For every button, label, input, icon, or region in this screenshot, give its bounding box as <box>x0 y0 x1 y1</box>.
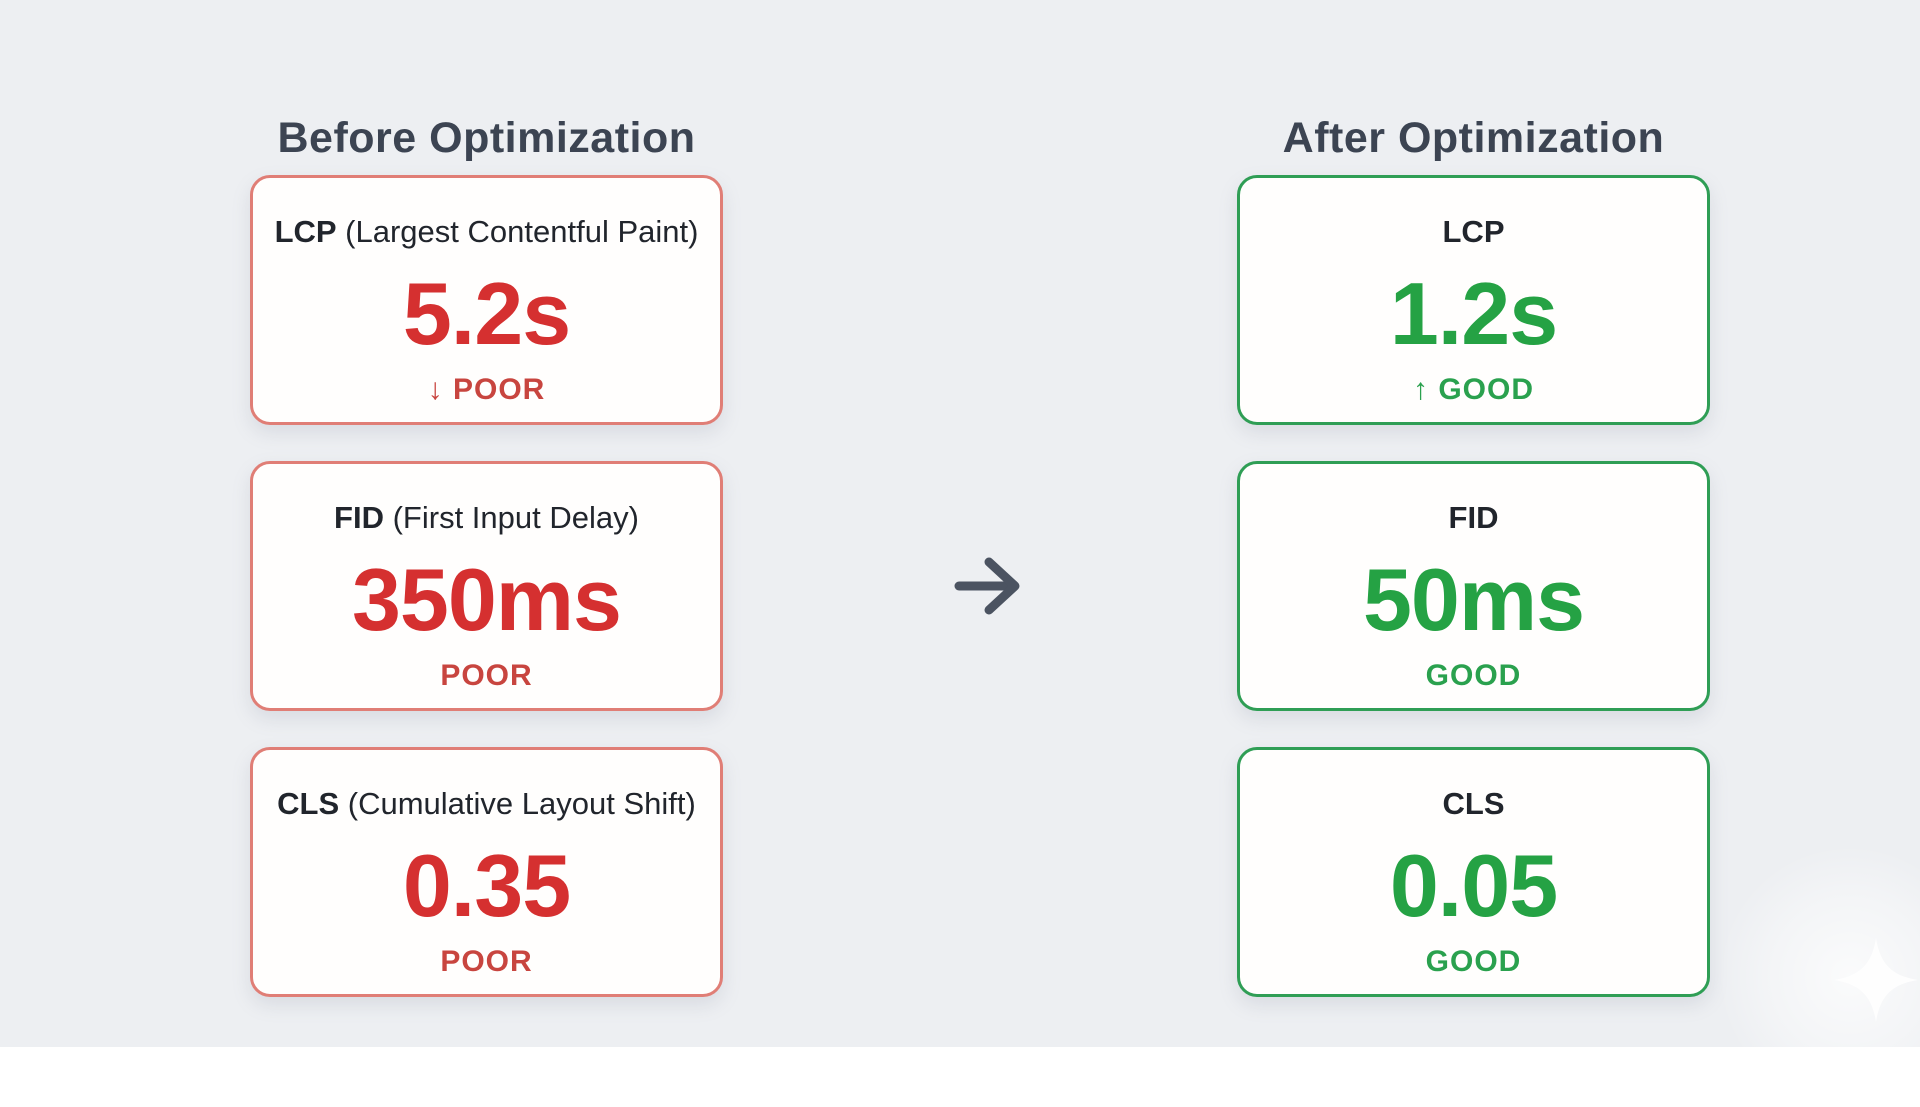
status-badge: ↓ POOR <box>427 373 546 406</box>
metric-card-lcp-before: LCP (Largest Contentful Paint) 5.2s ↓ PO… <box>250 175 723 425</box>
status-badge: ↑ GOOD <box>1412 373 1534 406</box>
metric-full-name: (Cumulative Layout Shift) <box>339 786 696 821</box>
metric-value: 0.05 <box>1389 836 1558 935</box>
after-column-title: After Optimization <box>1282 113 1665 162</box>
metric-value: 0.35 <box>402 836 571 935</box>
metric-value: 5.2s <box>402 264 571 363</box>
metric-label: LCP (Largest Contentful Paint) <box>275 212 699 252</box>
metric-card-fid-after: FID 50ms GOOD <box>1237 461 1710 711</box>
sparkle-icon <box>1832 936 1920 1024</box>
metric-abbr: FID <box>1448 500 1499 535</box>
metric-full-name: (Largest Contentful Paint) <box>336 214 699 249</box>
metric-card-fid-before: FID (First Input Delay) 350ms POOR <box>250 461 723 711</box>
metric-abbr: LCP <box>274 214 337 249</box>
metric-card-cls-before: CLS (Cumulative Layout Shift) 0.35 POOR <box>250 747 723 997</box>
metric-full-name: (First Input Delay) <box>383 500 639 535</box>
status-badge: GOOD <box>1425 659 1522 692</box>
metric-label: FID (First Input Delay) <box>334 498 639 538</box>
right-arrow-icon <box>952 553 1030 619</box>
metric-label: LCP <box>1443 212 1505 252</box>
metric-value: 350ms <box>351 550 622 649</box>
metric-label: CLS (Cumulative Layout Shift) <box>277 784 696 824</box>
metric-value: 1.2s <box>1389 264 1558 363</box>
metric-card-cls-after: CLS 0.05 GOOD <box>1237 747 1710 997</box>
metric-abbr: LCP <box>1442 214 1505 249</box>
after-cards-column: LCP 1.2s ↑ GOOD FID 50ms GOOD CLS 0.05 G… <box>1237 175 1710 997</box>
status-badge: GOOD <box>1425 945 1522 978</box>
status-badge: POOR <box>440 945 533 978</box>
metric-value: 50ms <box>1362 550 1585 649</box>
metric-card-lcp-after: LCP 1.2s ↑ GOOD <box>1237 175 1710 425</box>
status-badge: POOR <box>440 659 533 692</box>
before-cards-column: LCP (Largest Contentful Paint) 5.2s ↓ PO… <box>250 175 723 997</box>
metric-abbr: CLS <box>1442 786 1505 821</box>
metric-abbr: CLS <box>277 786 340 821</box>
metric-label: CLS <box>1443 784 1505 824</box>
metric-label: FID <box>1449 498 1499 538</box>
metric-abbr: FID <box>334 500 384 535</box>
before-column-title: Before Optimization <box>277 113 696 162</box>
